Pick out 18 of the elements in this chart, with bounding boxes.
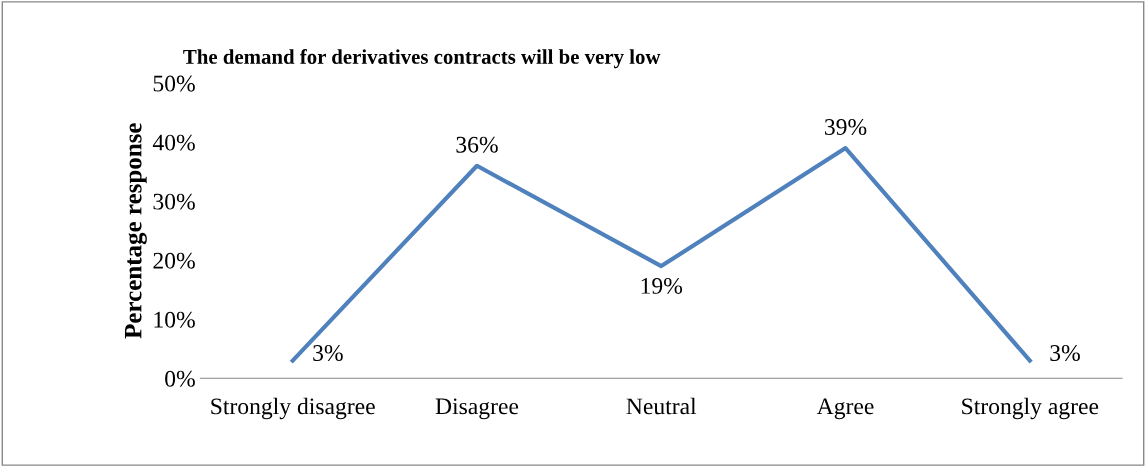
y-tick-label: 50% <box>153 75 195 92</box>
y-tick-label: 40% <box>152 134 195 151</box>
y-tick-label: 30% <box>153 193 195 210</box>
y-tick-label: 10% <box>154 311 195 328</box>
y-tick-label: 20% <box>153 252 195 269</box>
x-tick-label: Agree <box>816 398 874 420</box>
x-tick-label: Strongly disagree <box>211 397 375 420</box>
text: 3% <box>313 344 343 361</box>
y-axis-title: Percentage response <box>124 123 147 339</box>
text: 36% <box>456 136 498 153</box>
x-tick-label: Neutral <box>626 397 697 415</box>
y-tick-label: 0% <box>165 370 195 387</box>
x-tick-label: Strongly agree <box>962 397 1099 420</box>
text: 3% <box>1050 344 1080 361</box>
text: 19% <box>641 277 683 294</box>
x-tick-label: Disagree <box>435 398 519 420</box>
chart-title: The demand for derivatives contracts will be very low <box>183 49 661 69</box>
text: 39% <box>825 118 867 136</box>
